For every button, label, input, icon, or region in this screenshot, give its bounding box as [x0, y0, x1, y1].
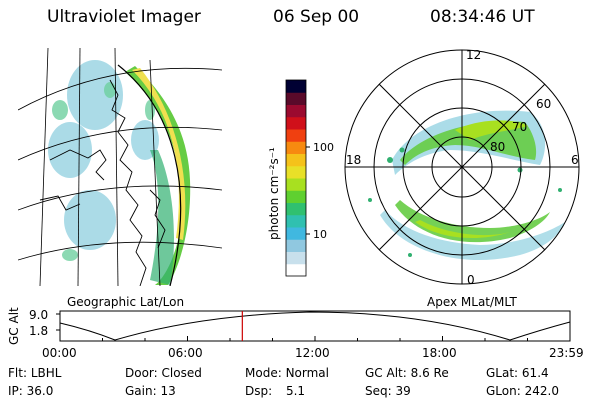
orbit-timeline: [56, 310, 571, 342]
status-glon: GLon: 242.0: [486, 384, 559, 398]
status-gc-alt: GC Alt: 8.6 Re: [365, 366, 449, 380]
colorbar-stripe: [286, 153, 306, 167]
timeline-ytick-label-high: 9.0: [29, 308, 49, 322]
colorbar-stripe: [286, 227, 306, 240]
date-label: 06 Sep 00: [273, 7, 360, 27]
polar-plot: 12 18 6 0 60 70 80: [344, 48, 580, 287]
colorbar-stripe: [286, 251, 306, 265]
timeline-xtick-label-1200: 12:00: [295, 346, 330, 360]
status-glat: GLat: 61.4: [486, 366, 549, 380]
timeline-xticks: [59, 336, 571, 341]
status-gain: Gain: 13: [125, 384, 176, 398]
colorbar-stripes: [286, 80, 306, 277]
time-label: 08:34:46 UT: [430, 7, 535, 27]
colorbar-tick-label-100: 100: [313, 141, 334, 154]
mlat-label-80: 80: [490, 140, 505, 154]
timeline-xtick-label-1800: 18:00: [422, 346, 457, 360]
colorbar-stripe: [286, 80, 306, 93]
timeline-ytick-label-low: 1.8: [29, 324, 49, 338]
status-door: Door: Closed: [125, 366, 202, 380]
colorbar-tick-label-10: 10: [313, 228, 327, 241]
geographic-map: [18, 48, 222, 286]
status-mode: Mode: Normal: [245, 366, 329, 380]
geographic-caption: Geographic Lat/Lon: [67, 295, 185, 309]
mlt-label-6: 6: [571, 153, 579, 167]
status-ip: IP: 36.0: [8, 384, 54, 398]
mlat-label-70: 70: [512, 120, 527, 134]
colorbar-stripe: [286, 214, 306, 228]
mlt-label-18: 18: [346, 153, 361, 167]
colorbar-stripe: [286, 190, 306, 203]
colorbar-stripe: [286, 239, 306, 252]
mlt-label-12: 12: [466, 48, 481, 62]
status-dsp: Dsp: 5.1: [245, 384, 306, 398]
colorbar: 100 10 photon cm⁻²s⁻¹: [267, 79, 334, 277]
colorbar-stripe: [286, 129, 306, 142]
colorbar-stripe: [286, 263, 306, 277]
instrument-title: Ultraviolet Imager: [47, 7, 201, 27]
mlat-label-60: 60: [536, 97, 551, 111]
colorbar-stripe: [286, 178, 306, 191]
timeline-xtick-label-0000: 00:00: [42, 346, 77, 360]
timeline-ylabel: GC Alt: [7, 307, 21, 345]
altitude-curve: [59, 311, 571, 341]
status-seq: Seq: 39: [365, 384, 411, 398]
colorbar-stripe: [286, 141, 306, 154]
colorbar-stripe: [286, 92, 306, 105]
mlt-label-0: 0: [467, 273, 475, 287]
colorbar-label: photon cm⁻²s⁻¹: [267, 147, 281, 240]
status-filter: Flt: LBHL: [8, 366, 62, 380]
colorbar-frame: [285, 79, 307, 277]
colorbar-stripe: [286, 104, 306, 118]
timeline-xtick-label-2359: 23:59: [549, 346, 584, 360]
colorbar-stripe: [286, 116, 306, 130]
colorbar-stripe: [286, 165, 306, 179]
polar-caption: Apex MLat/MLT: [427, 295, 517, 309]
timeline-xtick-label-0600: 06:00: [168, 346, 203, 360]
colorbar-stripe: [286, 202, 306, 216]
